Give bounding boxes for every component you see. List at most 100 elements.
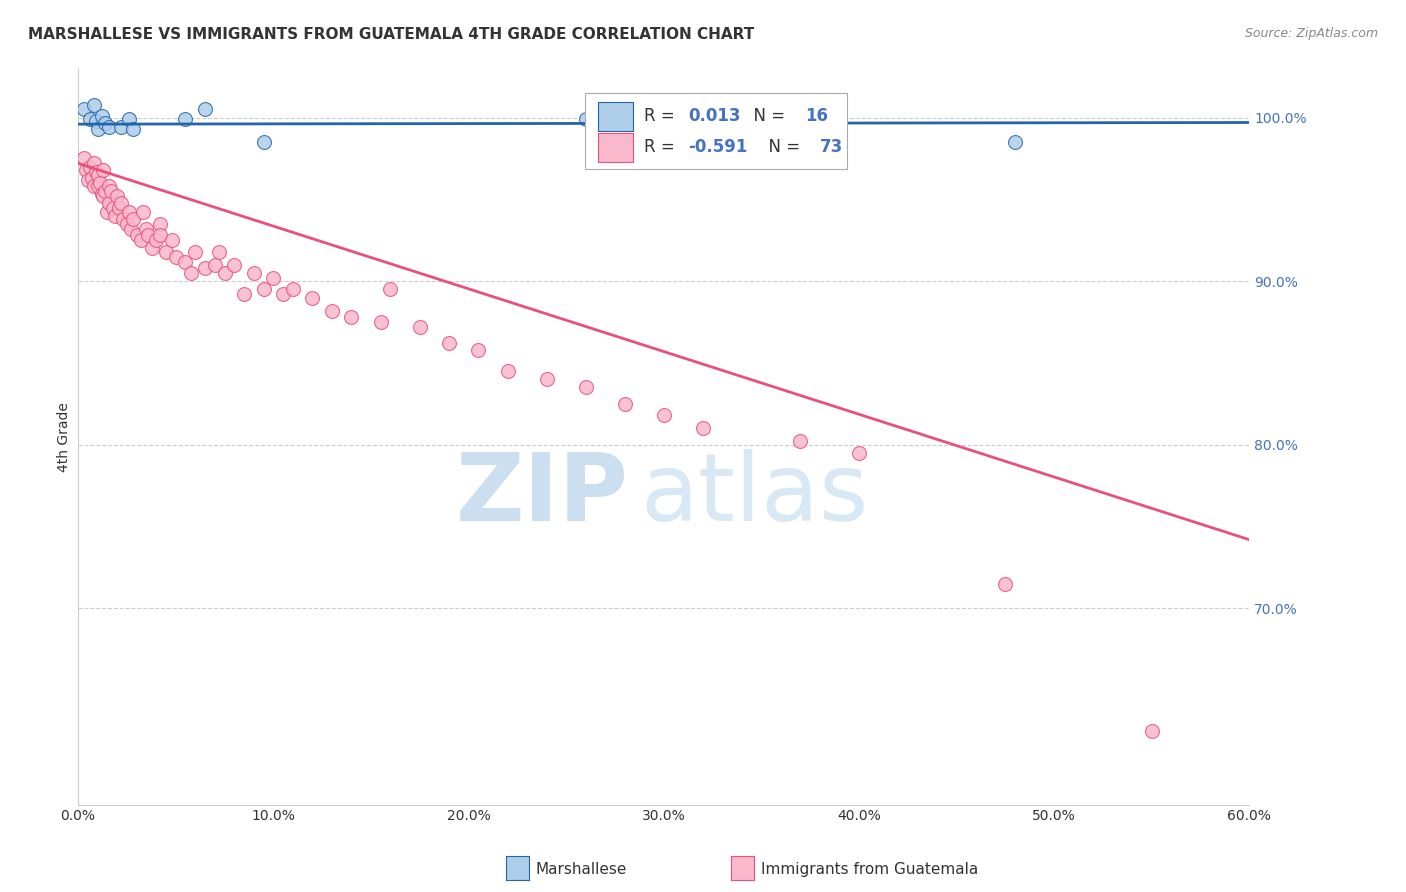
Text: 0.013: 0.013: [688, 107, 741, 126]
Point: [160, 233, 183, 247]
Point: [145, 233, 167, 247]
Point: [321, 303, 343, 318]
Text: Source: ZipAtlas.com: Source: ZipAtlas.com: [1244, 27, 1378, 40]
Point: [262, 271, 284, 285]
Point: [613, 397, 636, 411]
Point: [93, 189, 115, 203]
Point: [138, 228, 160, 243]
Point: [789, 434, 811, 449]
Point: [73, 103, 96, 117]
Point: [301, 291, 323, 305]
Point: [141, 242, 163, 256]
Point: [848, 446, 870, 460]
Point: [89, 176, 111, 190]
Point: [496, 364, 519, 378]
Point: [103, 201, 125, 215]
Point: [120, 222, 142, 236]
Point: [174, 112, 197, 127]
Text: atlas: atlas: [640, 450, 869, 541]
Point: [194, 261, 217, 276]
Point: [118, 112, 141, 127]
Text: ZIP: ZIP: [456, 450, 628, 541]
Text: N =: N =: [758, 138, 806, 156]
Point: [94, 184, 117, 198]
Point: [98, 195, 121, 210]
Point: [83, 156, 105, 170]
Point: [155, 244, 177, 259]
Point: [233, 287, 256, 301]
Text: Marshallese: Marshallese: [536, 863, 627, 877]
FancyBboxPatch shape: [598, 133, 633, 162]
Point: [204, 258, 226, 272]
Point: [96, 205, 118, 219]
Point: [75, 163, 97, 178]
Text: 73: 73: [820, 138, 842, 156]
Point: [574, 380, 596, 394]
Point: [73, 152, 96, 166]
Text: -0.591: -0.591: [688, 138, 748, 156]
FancyBboxPatch shape: [585, 93, 848, 169]
Point: [165, 250, 187, 264]
Point: [104, 209, 127, 223]
Point: [86, 122, 108, 136]
Point: [86, 179, 108, 194]
Point: [93, 163, 115, 178]
Point: [149, 228, 172, 243]
Point: [79, 160, 101, 174]
FancyBboxPatch shape: [598, 102, 633, 131]
Point: [83, 97, 105, 112]
Point: [84, 113, 107, 128]
Point: [536, 372, 558, 386]
Point: [149, 217, 172, 231]
Point: [77, 173, 100, 187]
Point: [105, 189, 128, 203]
Point: [340, 310, 363, 325]
Point: [208, 244, 231, 259]
Point: [271, 287, 294, 301]
Point: [652, 409, 675, 423]
Point: [111, 212, 134, 227]
Text: N =: N =: [744, 107, 790, 126]
Point: [370, 315, 392, 329]
Point: [135, 222, 157, 236]
Point: [121, 122, 143, 136]
Point: [994, 576, 1017, 591]
Point: [80, 171, 103, 186]
Point: [100, 184, 122, 198]
Point: [83, 179, 105, 194]
Point: [131, 205, 153, 219]
Point: [380, 282, 402, 296]
Point: [281, 282, 304, 296]
Point: [574, 112, 596, 127]
Point: [224, 258, 246, 272]
Text: Immigrants from Guatemala: Immigrants from Guatemala: [761, 863, 979, 877]
Point: [252, 135, 274, 149]
Point: [180, 266, 202, 280]
Point: [94, 115, 117, 129]
Point: [214, 266, 236, 280]
Point: [184, 244, 207, 259]
Point: [79, 112, 101, 127]
Point: [110, 120, 132, 135]
Point: [194, 103, 217, 117]
Point: [98, 179, 121, 194]
Point: [692, 421, 714, 435]
Point: [408, 320, 430, 334]
Point: [174, 254, 197, 268]
Point: [84, 164, 107, 178]
Point: [125, 228, 148, 243]
Text: R =: R =: [644, 107, 679, 126]
Point: [121, 212, 143, 227]
Point: [118, 205, 141, 219]
Point: [1004, 135, 1026, 149]
Point: [86, 168, 108, 182]
Y-axis label: 4th Grade: 4th Grade: [58, 401, 72, 472]
Point: [1140, 724, 1163, 739]
Point: [98, 120, 121, 135]
Text: 16: 16: [806, 107, 828, 126]
Point: [115, 217, 138, 231]
Point: [90, 109, 112, 123]
Text: MARSHALLESE VS IMMIGRANTS FROM GUATEMALA 4TH GRADE CORRELATION CHART: MARSHALLESE VS IMMIGRANTS FROM GUATEMALA…: [28, 27, 755, 42]
Point: [242, 266, 264, 280]
Point: [110, 195, 132, 210]
